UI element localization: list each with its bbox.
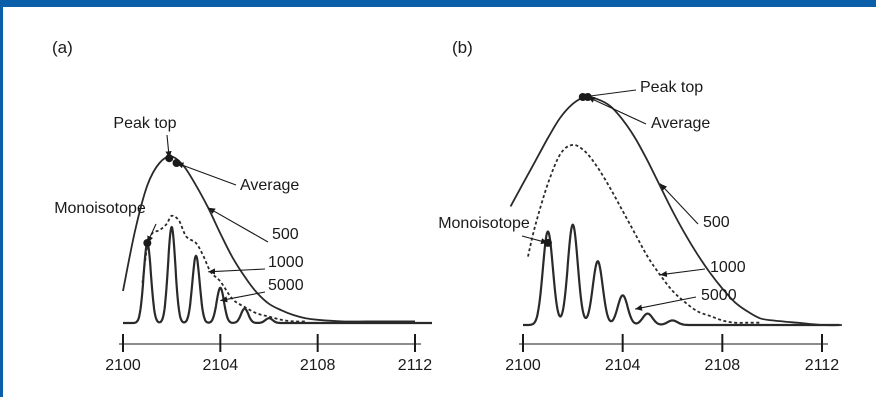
x-tick-label: 2104: [203, 357, 239, 374]
x-tick-label: 2108: [300, 357, 336, 374]
annotation-5000: 5000: [701, 287, 737, 304]
annotation-monoisotope: Monoisotope: [438, 215, 530, 232]
x-tick-label: 2104: [605, 357, 641, 374]
monoisotope-arrow: [521, 235, 549, 245]
annotation-peak-top: Peak top: [113, 115, 176, 132]
left-border: [0, 0, 3, 397]
series-5000-line: [122, 225, 433, 325]
annotation-average: Average: [240, 177, 299, 194]
series-1000-line: [527, 143, 760, 324]
annotation-5000: 5000: [268, 277, 304, 294]
annotation-500: 500: [272, 226, 299, 243]
panel-b: (b) 2100 2104 2108 2112 Peak top Average Monois…: [438, 38, 842, 374]
series-500-line: [122, 155, 415, 323]
5000-arrow: [635, 296, 697, 311]
annotation-1000: 1000: [710, 259, 746, 276]
500-arrow: [659, 183, 699, 225]
5000-arrow: [220, 291, 266, 303]
monoisotope-arrow: [146, 223, 157, 244]
x-tick-label: 2112: [398, 357, 433, 374]
annotation-peak-top: Peak top: [640, 79, 703, 96]
1000-arrow: [208, 268, 266, 275]
header-bar: [0, 0, 876, 7]
panel-a: (a) 2100 2104 2108 2112 Peak top Average Monois…: [52, 38, 433, 374]
500-arrow: [207, 207, 269, 243]
series-5000-line: [522, 223, 840, 327]
series-500-line: [509, 95, 842, 327]
panel-label: (b): [452, 38, 473, 57]
annotation-500: 500: [703, 214, 730, 231]
panel-label: (a): [52, 38, 73, 57]
annotation-monoisotope: Monoisotope: [54, 200, 146, 217]
peak-top-arrow: [165, 134, 172, 159]
x-tick-label: 2112: [805, 357, 840, 374]
x-tick-label: 2100: [105, 357, 141, 374]
1000-arrow: [659, 268, 706, 278]
average-arrow: [176, 162, 237, 186]
x-tick-label: 2108: [705, 357, 741, 374]
annotation-average: Average: [651, 115, 710, 132]
x-tick-label: 2100: [505, 357, 541, 374]
annotation-1000: 1000: [268, 254, 304, 271]
peak-top-arrow: [582, 89, 637, 100]
average-arrow: [587, 96, 647, 125]
